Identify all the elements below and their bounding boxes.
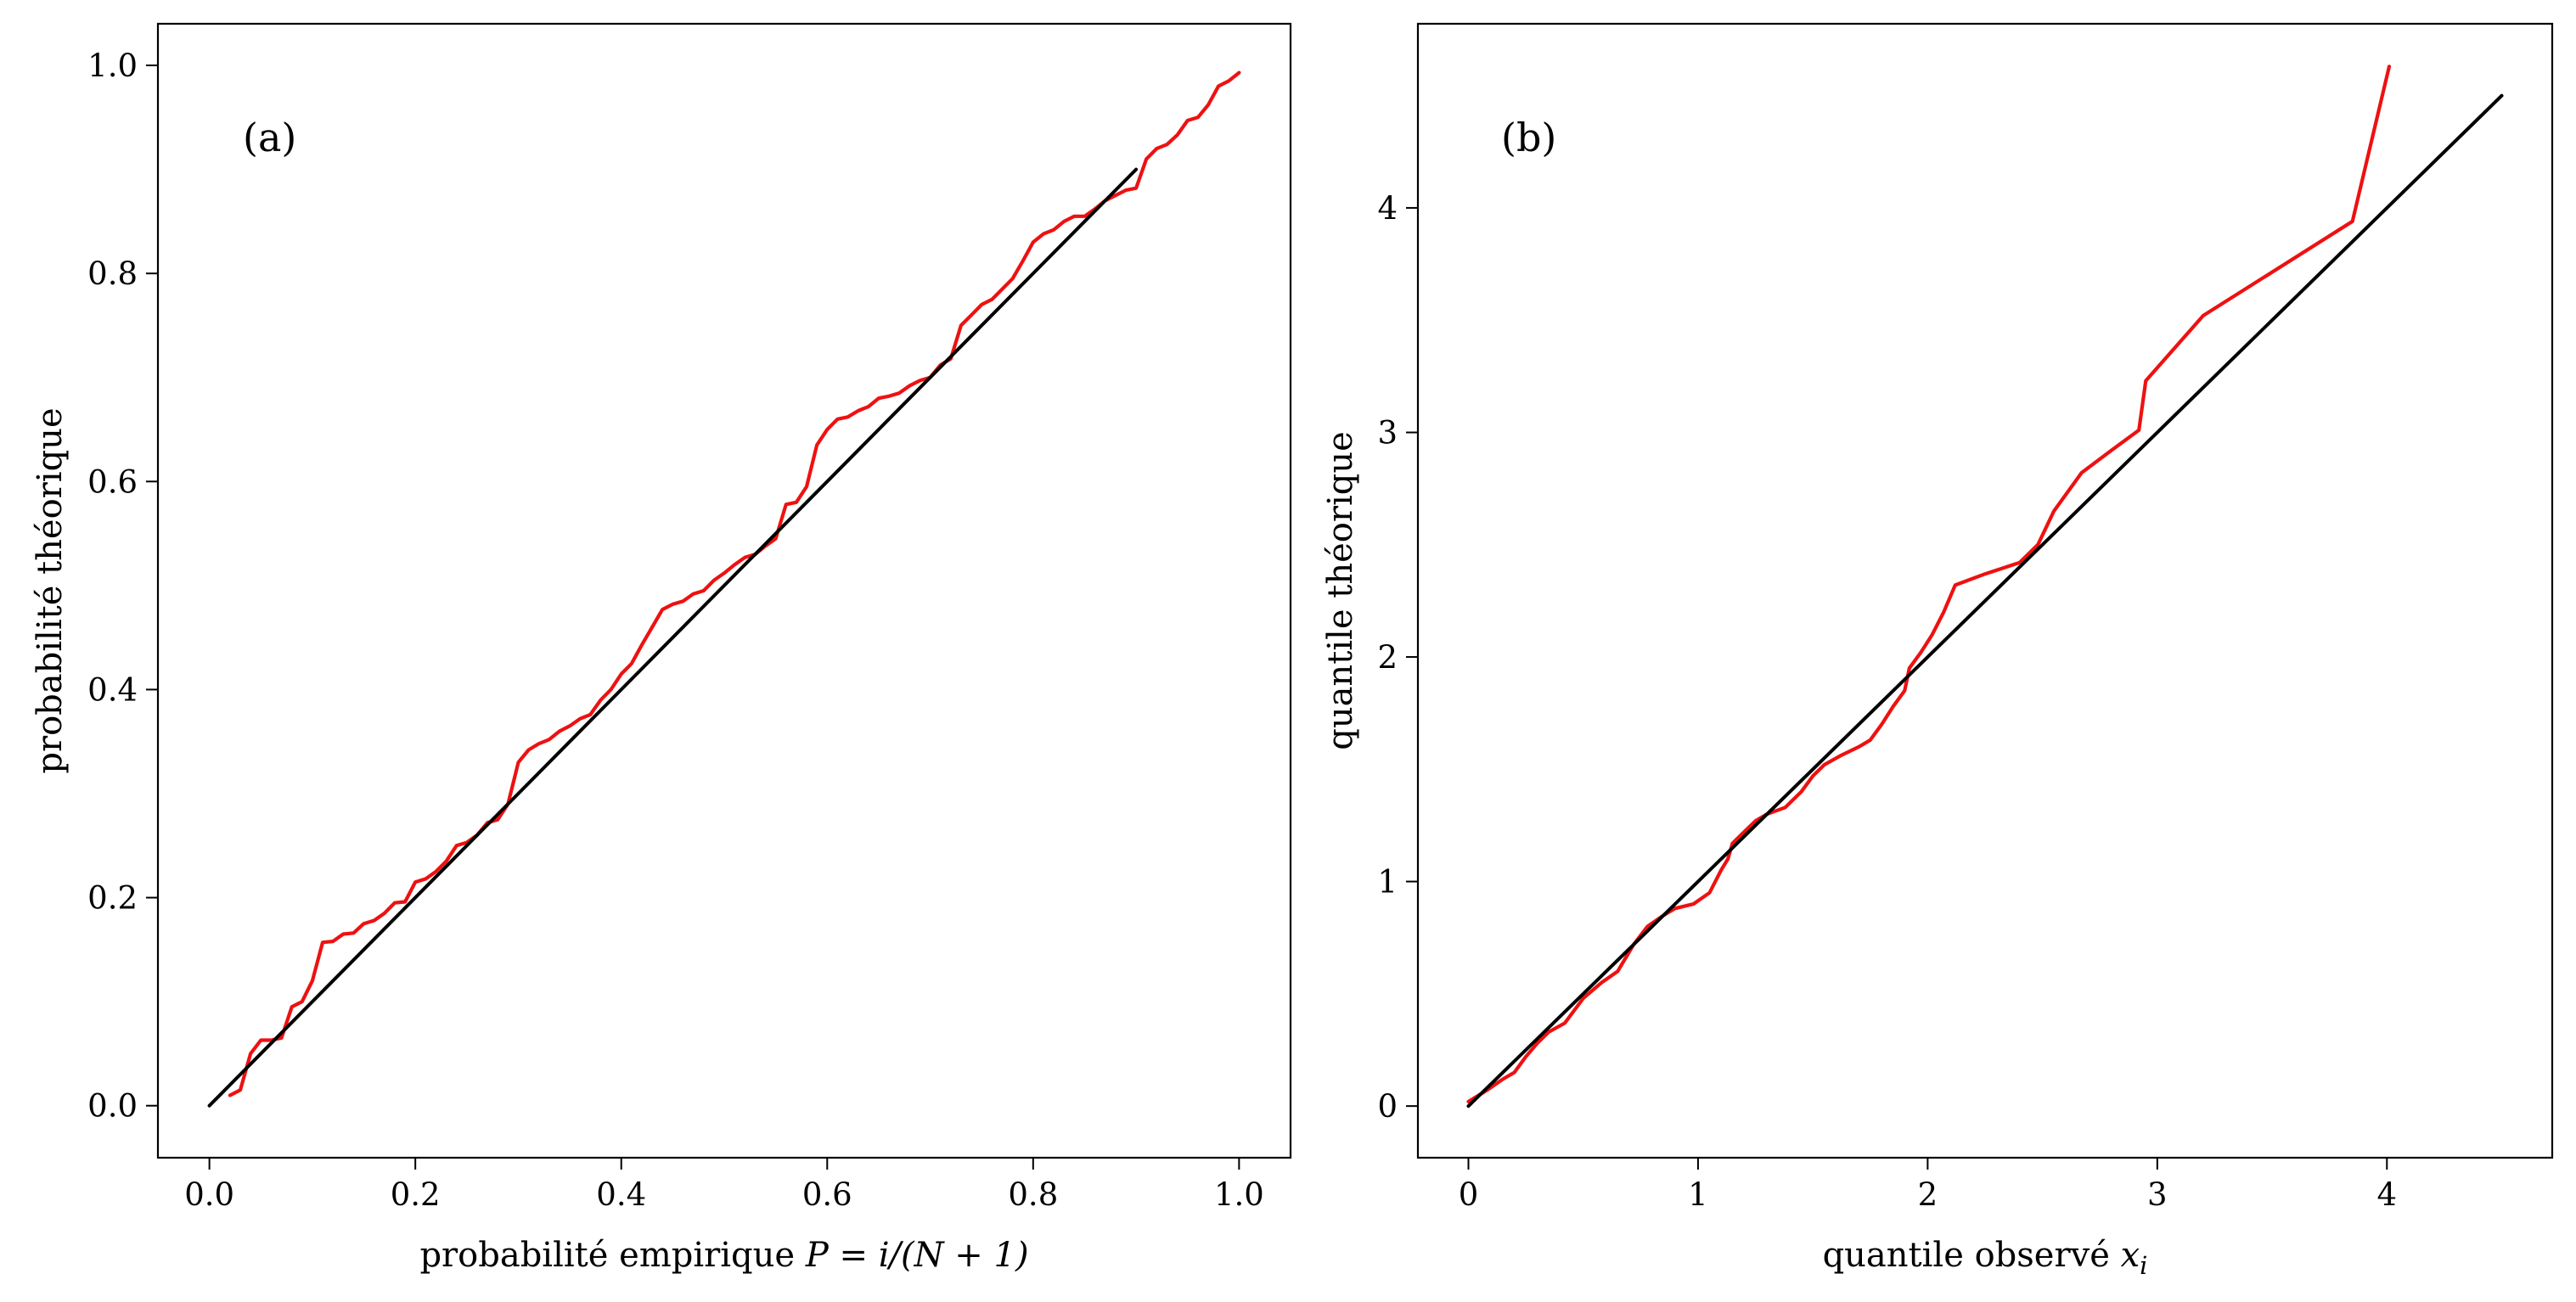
panel-a-y-tick-label: 1.0	[87, 48, 138, 84]
panel-a-y-tick-label: 0.0	[87, 1088, 138, 1125]
panel-b-x-axis-label-text: quantile observé	[1823, 1236, 2110, 1275]
panel-b-x-tick-label: 2	[1918, 1176, 1938, 1213]
panel-b-x-axis-label-math: x	[2121, 1236, 2140, 1275]
panel-a-x-tick-label: 0.4	[596, 1176, 646, 1213]
panel-a-x-ticks: 0.0 0.2 0.4 0.6 0.8 1.0	[184, 1158, 1264, 1213]
panel-b-x-tick-label: 0	[1459, 1176, 1479, 1213]
panel-b-x-axis-label: quantile observé xi	[1823, 1236, 2148, 1280]
panel-a-x-tick-label: 0.0	[184, 1176, 234, 1213]
panel-b-y-tick-label: 1	[1377, 864, 1398, 901]
panel-a-series	[207, 70, 1241, 1108]
panel-b-x-ticks: 0 1 2 3 4	[1459, 1158, 2397, 1213]
panel-b-label: (b)	[1501, 115, 1556, 160]
panel-a-x-tick-label: 0.6	[802, 1176, 852, 1213]
panel-a: 0.0 0.2 0.4 0.6 0.8 1.0 0.0 0.2 0.4 0.6 0.8 1.0 (a…	[31, 22, 1292, 1275]
panel-b-reference-line	[1466, 93, 2504, 1108]
panel-a-y-tick-label: 0.8	[87, 255, 138, 292]
panel-a-x-tick-label: 0.8	[1008, 1176, 1058, 1213]
panel-a-x-axis-label-math: P = i/(N + 1)	[805, 1236, 1029, 1275]
panel-a-reference-line	[207, 167, 1139, 1108]
panel-b-x-tick-label: 4	[2377, 1176, 2398, 1213]
panel-a-y-tick-label: 0.6	[87, 463, 138, 500]
panel-b-y-tick-label: 4	[1377, 190, 1398, 227]
panel-a-y-ticks: 0.0 0.2 0.4 0.6 0.8 1.0	[87, 48, 158, 1125]
panel-a-frame	[156, 22, 1292, 1159]
panel-b-y-tick-label: 0	[1377, 1088, 1398, 1125]
panel-b-y-tick-label: 2	[1377, 639, 1398, 676]
panel-b-empirical-line	[1466, 65, 2392, 1104]
panel-b-y-axis-label: quantile théorique	[1321, 431, 1360, 750]
panel-b: 0 1 2 3 4 0 1 2 3 4 (b) quantile observé xi quan…	[1321, 22, 2554, 1280]
panel-b-y-tick-label: 3	[1377, 414, 1398, 451]
panel-a-y-tick-label: 0.2	[87, 880, 138, 917]
panel-b-x-axis-label-math-sub: i	[2140, 1251, 2147, 1280]
panel-a-y-tick-label: 0.4	[87, 671, 138, 708]
panel-b-x-tick-label: 1	[1688, 1176, 1708, 1213]
panel-b-frame	[1416, 22, 2554, 1159]
panel-b-series	[1466, 65, 2504, 1108]
panel-b-x-tick-label: 3	[2147, 1176, 2168, 1213]
panel-a-x-axis-label-text: probabilité empirique	[419, 1236, 795, 1275]
panel-a-x-axis-label: probabilité empirique P = i/(N + 1)	[419, 1236, 1028, 1275]
panel-a-x-tick-label: 0.2	[391, 1176, 441, 1213]
panel-a-y-axis-label: probabilité théorique	[31, 407, 70, 773]
panel-a-label: (a)	[243, 115, 296, 160]
panel-b-y-ticks: 0 1 2 3 4	[1377, 190, 1418, 1125]
panel-a-empirical-line	[228, 70, 1241, 1097]
panel-a-x-tick-label: 1.0	[1214, 1176, 1264, 1213]
